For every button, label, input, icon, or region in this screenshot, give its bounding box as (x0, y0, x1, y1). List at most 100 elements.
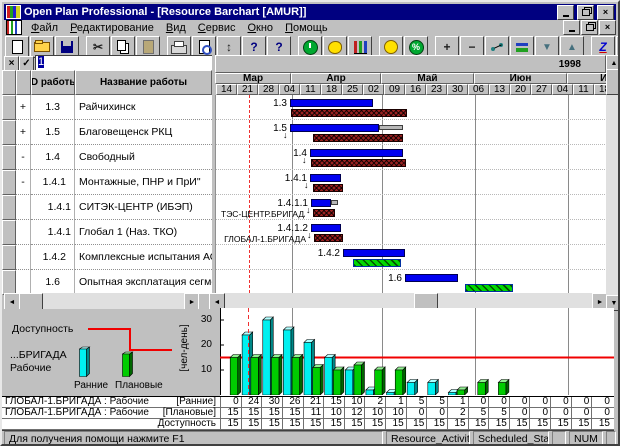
gantt-row-1.5: 1.5 ↓ (216, 120, 607, 145)
planned-bar-2-side (278, 353, 283, 396)
y-tick-30: 30 (200, 314, 212, 325)
toolbar-print-preview-button[interactable] (192, 36, 216, 58)
plan-bar-1.4.1.2[interactable] (311, 224, 341, 232)
y-tick-10: 10 (200, 364, 212, 375)
plan-bar-1.4[interactable] (310, 149, 403, 157)
resource-value-cell: 15 (323, 419, 344, 430)
baseline-bar-1.4[interactable] (311, 159, 406, 167)
target-date-marker: ↓ (306, 205, 311, 215)
activity-id: 1.5 (31, 120, 75, 145)
row-selector[interactable] (2, 95, 16, 120)
restore-button[interactable] (577, 4, 594, 20)
row-selector[interactable] (2, 195, 16, 220)
table-hscrollbar[interactable] (4, 293, 198, 309)
resource-value-cell: 15 (281, 408, 303, 419)
expand-toggle[interactable]: + (16, 120, 31, 145)
gantt-vscrollbar[interactable] (606, 55, 618, 309)
add-icon: + (443, 40, 451, 54)
row-selector[interactable] (2, 270, 16, 295)
toolbar-cost-button[interactable] (379, 36, 403, 58)
expand-toggle[interactable]: - (16, 170, 31, 195)
plan-bar-1.4.1[interactable] (310, 174, 341, 182)
menu-bar: Файл Редактирование Вид Сервис Окно Помощь × (4, 20, 616, 35)
early-bar-10 (427, 382, 436, 396)
resource-value-cell: 15 (240, 408, 262, 419)
resource-value-cell: 5 (426, 397, 447, 408)
activity-row-6[interactable]: 1.4.1 Глобал 1 (Наз. ТКО) (2, 220, 212, 245)
expand-toggle[interactable] (16, 220, 31, 245)
plan-bar-1.6[interactable] (405, 274, 458, 282)
planned-bar-4-side (319, 363, 324, 396)
activity-row-5[interactable]: 1.4.1 СИТЭК-ЦЕНТР (ИБЭП) (2, 195, 212, 220)
confirm-edit-button[interactable]: ✓ (19, 56, 34, 71)
planned-bar-7-side (381, 366, 386, 396)
toolbar-cut-button[interactable]: ✂ (86, 36, 110, 58)
minimize-button[interactable] (557, 4, 574, 20)
row-selector[interactable] (2, 170, 16, 195)
resource-value-cell: 15 (281, 419, 303, 430)
activity-id: 1.4.1 (31, 195, 75, 220)
gantt-row-1.4.1.2: 1.4.1.2 ↓ ГЛОБАЛ-1.БРИГАДА (216, 220, 607, 245)
activity-row-4[interactable]: -1.4.1 Монтажные, ПНР и ПрИ" (2, 170, 212, 195)
planned-bar-12 (477, 382, 486, 396)
gantt-row-1.4.1: 1.4.1 ↓ (216, 170, 607, 195)
expand-toggle[interactable] (16, 195, 31, 220)
activity-name: Глобал 1 (Наз. ТКО) (75, 220, 212, 245)
gantt-hscrollbar[interactable] (209, 293, 606, 309)
resource-value-cell: 5 (488, 408, 509, 419)
row-selector[interactable] (2, 120, 16, 145)
plan-bar-1.4.1.1[interactable] (311, 199, 331, 207)
toolbar-histogram-button[interactable] (348, 36, 372, 58)
month-cell-Апр: Апр (291, 73, 381, 84)
activity-row-7[interactable]: 1.4.2 Комплексные испытания АО (2, 245, 212, 270)
toolbar-move-down-button[interactable]: ▼ (535, 36, 559, 58)
menu-item-5[interactable]: Окно (247, 21, 274, 34)
toolbar-print-button[interactable] (167, 36, 191, 58)
activity-row-2[interactable]: +1.5 Благовещенск РКЦ (2, 120, 212, 145)
activity-name: Монтажные, ПНР и ПрИ" (75, 170, 212, 195)
month-cell-Мар: Мар (215, 73, 291, 84)
menu-item-4[interactable]: Сервис (197, 21, 236, 34)
toolbar-open-button[interactable] (30, 36, 54, 58)
expand-toggle[interactable] (16, 270, 31, 295)
plan-bar-1.3[interactable] (290, 99, 373, 107)
menu-item-1[interactable]: Файл (31, 21, 59, 34)
child-minimize-button[interactable] (563, 20, 580, 35)
expand-toggle[interactable] (16, 245, 31, 270)
gantt-vscroll-thumb[interactable] (606, 69, 618, 95)
week-cell: 30 (447, 84, 468, 95)
baseline-bar-1.4.1.2[interactable] (314, 234, 343, 242)
histogram-plot (220, 308, 614, 400)
cell-edit-input[interactable]: 1 (35, 55, 217, 71)
menu-item-6[interactable]: Помощь (285, 21, 328, 34)
baseline-bar-1.5[interactable] (313, 134, 403, 142)
activity-row-3[interactable]: -1.4 Свободный (2, 145, 212, 170)
menu-item-2[interactable]: Редактирование (70, 21, 154, 34)
expand-toggle[interactable]: - (16, 145, 31, 170)
pane-splitter[interactable] (212, 55, 215, 309)
expand-toggle[interactable]: + (16, 95, 31, 120)
activity-row-1[interactable]: +1.3 Райчихинск (2, 95, 212, 120)
time-analysis-icon (302, 39, 318, 55)
row-selector[interactable] (2, 145, 16, 170)
activity-id: 1.4.1 (31, 220, 75, 245)
resource-bar-1.4.2[interactable] (353, 259, 401, 267)
child-close-button[interactable]: × (599, 20, 616, 35)
toolbar-move-up-button[interactable]: ▲ (560, 36, 584, 58)
close-button[interactable]: × (597, 4, 614, 20)
resource-bar-1.6[interactable] (465, 284, 513, 292)
plan-bar-1.4.2[interactable] (343, 249, 405, 257)
row-selector[interactable] (2, 245, 16, 270)
expand-header (16, 70, 31, 95)
week-cell: 27 (531, 84, 552, 95)
row-selector[interactable] (2, 220, 16, 245)
baseline-bar-1.3[interactable] (291, 109, 407, 117)
child-restore-button[interactable] (581, 20, 598, 35)
plan-bar-1.5[interactable] (290, 124, 379, 132)
toolbar-new-button[interactable] (5, 36, 29, 58)
cancel-edit-button[interactable]: × (4, 56, 19, 71)
menu-item-3[interactable]: Вид (165, 21, 186, 34)
baseline-bar-1.4.1.1[interactable] (313, 209, 335, 217)
baseline-bar-1.4.1[interactable] (313, 184, 343, 192)
